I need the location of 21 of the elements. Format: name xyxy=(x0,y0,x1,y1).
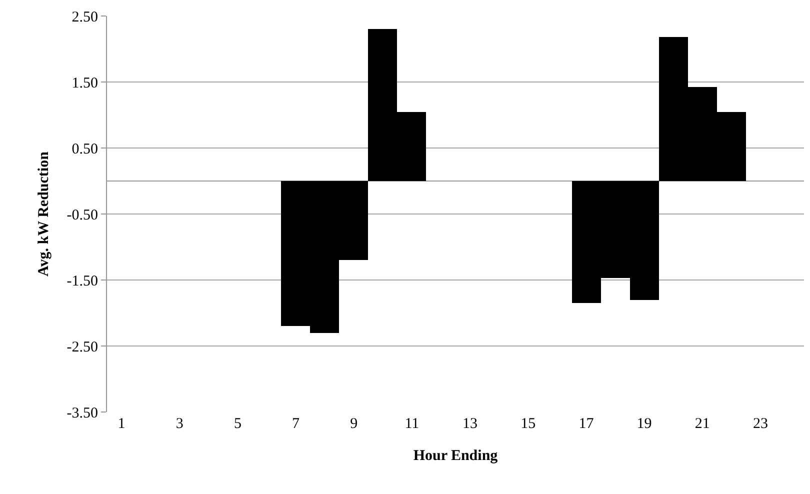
y-tick-label: -2.50 xyxy=(66,339,98,356)
x-tick-label: 21 xyxy=(694,416,710,432)
y-tick-label: -1.50 xyxy=(66,273,98,290)
x-tick-label: 23 xyxy=(752,416,768,432)
x-tick-label: 7 xyxy=(292,416,300,432)
x-tick-label: 11 xyxy=(404,416,420,432)
x-tick-label: 17 xyxy=(578,416,594,432)
y-axis-title: Avg. kW Reduction xyxy=(36,150,52,276)
y-tick-label: -0.50 xyxy=(66,207,98,224)
x-tick-label: 9 xyxy=(350,416,358,432)
y-tick-label: -3.50 xyxy=(66,405,98,422)
x-tick-label: 15 xyxy=(520,416,536,432)
x-tick-label: 13 xyxy=(462,416,478,432)
x-axis-title: Hour Ending xyxy=(413,448,498,464)
x-tick-label: 1 xyxy=(118,416,126,432)
y-tick-label: 0.50 xyxy=(72,141,98,158)
y-tick-label: 2.50 xyxy=(72,9,98,26)
y-tick-label: 1.50 xyxy=(72,75,98,92)
x-tick-label: 3 xyxy=(176,416,184,432)
x-tick-label: 19 xyxy=(636,416,652,432)
x-tick-label: 5 xyxy=(234,416,242,432)
